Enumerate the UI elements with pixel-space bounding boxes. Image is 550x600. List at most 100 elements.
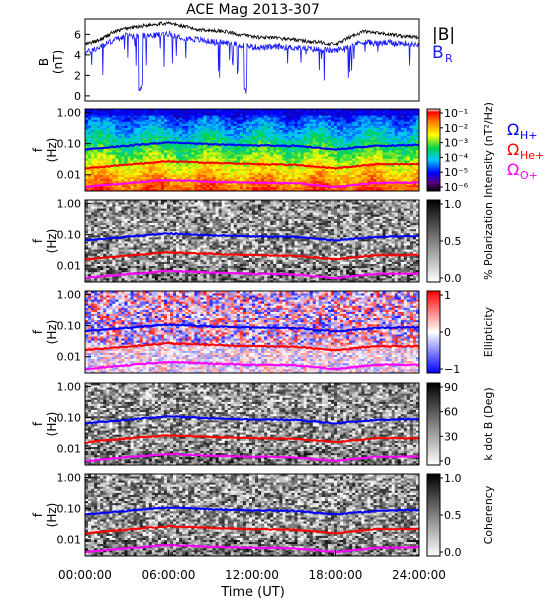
cbar-tick-label: 10⁻⁴ (444, 151, 469, 164)
freq-tick-label: 1.00 (57, 107, 82, 120)
x-tick-label: 12:00:00 (225, 568, 279, 582)
cbar-label-polarization: % Polarization (482, 202, 495, 280)
freq-tick-label: 0.10 (57, 412, 82, 425)
cbar-label-coherency: Coherency (482, 485, 495, 544)
gyro-line-2 (84, 452, 420, 463)
b-ytick-label: 6 (74, 28, 81, 41)
freq-tick-label: 1.00 (57, 289, 82, 302)
cbar-tick-label: 1 (444, 289, 451, 302)
freq-ylabel-f: f (31, 147, 45, 152)
gyro-line-1 (84, 524, 420, 535)
series-b-total (84, 20, 420, 47)
panel-coherency: 1.00 0.10 0.01 f (Hz) 1.0 0.5 0.0 Coherency (31, 472, 495, 559)
cbar-tick-label: 1.0 (444, 472, 462, 485)
b-ylabel-b: B (37, 58, 51, 66)
spectrogram-ellipticity (85, 291, 420, 374)
freq-tick-label: 0.01 (57, 169, 82, 182)
freq-ylabel-f: f (31, 238, 45, 243)
gyro-line-0 (84, 505, 420, 516)
freq-tick-label: 0.01 (57, 351, 82, 364)
cbar-tick-label: 0.5 (444, 235, 462, 248)
colorbar-kdotb (426, 382, 441, 466)
colorbar-ellipticity (426, 290, 441, 374)
gyro-legend-symbol: Ω (507, 140, 519, 159)
x-tick-label: 24:00:00 (392, 568, 446, 582)
panel-frame (84, 199, 420, 283)
cbar-tick-label: 0.5 (444, 509, 462, 522)
series-b-r (84, 30, 420, 94)
panel-frame (84, 290, 420, 374)
cbar-tick-label: 10⁻¹ (444, 107, 468, 120)
gyro-line-2 (84, 543, 420, 554)
cbar-tick-label: −1 (444, 363, 460, 376)
gyro-line-2 (84, 178, 420, 189)
freq-tick-label: 0.10 (57, 229, 82, 242)
x-tick-label: 00:00:00 (58, 568, 112, 582)
spectrogram-coherency (85, 474, 420, 557)
panel-frame (84, 382, 420, 466)
freq-tick-label: 0.10 (57, 138, 82, 151)
freq-ylabel-unit: (Hz) (45, 320, 59, 345)
freq-tick-label: 1.00 (57, 198, 82, 211)
cbar-tick-label: 10⁻⁵ (444, 166, 468, 179)
cbar-tick-label: 0.0 (444, 546, 462, 559)
cbar-tick-label: 1.0 (444, 198, 462, 211)
freq-ylabel-f: f (31, 421, 45, 426)
freq-ylabel-unit: (Hz) (45, 503, 59, 528)
gyro-line-0 (84, 415, 420, 425)
gyro-line-1 (84, 434, 420, 444)
b-ytick-label: 2 (74, 69, 81, 82)
x-axis-label: Time (UT) (220, 585, 285, 600)
colorbar-coherency (426, 473, 441, 557)
freq-tick-label: 1.00 (57, 472, 82, 485)
legend-b-r: B R (432, 43, 453, 65)
colorbar-intensity (426, 108, 441, 192)
freq-tick-label: 0.01 (57, 260, 82, 273)
b-panel-frame (84, 18, 420, 102)
freq-tick-label: 0.10 (57, 503, 82, 516)
cbar-tick-label: 10⁻⁶ (444, 181, 469, 194)
cbar-tick-label: 10⁻² (444, 122, 468, 135)
b-ytick-label: 0 (74, 90, 81, 103)
freq-tick-label: 0.01 (57, 443, 82, 456)
legend-b-total: |B| (432, 25, 455, 45)
cbar-label-ellipticity: Ellipticity (482, 306, 495, 357)
freq-ylabel-unit: (Hz) (45, 229, 59, 254)
gyro-line-1 (84, 341, 420, 352)
cbar-tick-label: 30 (444, 430, 458, 443)
b-ylabel-unit: (nT) (51, 50, 65, 74)
x-tick-label: 18:00:00 (309, 568, 363, 582)
gyro-line-1 (84, 159, 420, 171)
spectrogram-kdotb (85, 383, 420, 466)
cbar-label-kdotb: k dot B (Deg) (482, 387, 495, 460)
cbar-tick-label: 0 (444, 326, 451, 339)
gyro-legend-sub: He+ (520, 149, 544, 162)
gyro-legend-symbol: Ω (507, 160, 519, 179)
svg-text:B: B (432, 43, 444, 63)
figure-title: ACE Mag 2013-307 (186, 2, 320, 18)
gyro-line-2 (84, 269, 420, 280)
freq-tick-label: 0.10 (57, 320, 82, 333)
x-axis: 00:00:00 06:00:00 12:00:00 18:00:00 24:00:00 (58, 550, 446, 582)
gyro-legend: Ω H+Ω He+Ω O+ (507, 120, 544, 182)
panel-frame (84, 108, 420, 192)
svg-text:R: R (445, 52, 453, 65)
cbar-tick-label: 0 (444, 455, 451, 468)
panel-intensity: 1.00 0.10 0.01 f (Hz) 10⁻¹ 10⁻² 10⁻³10⁻⁴ 10⁻⁵ 10⁻… (31, 102, 495, 198)
panel-kdotb: 1.00 0.10 0.01 f (Hz) 90 60 30 0 k dot B (Deg) (31, 381, 495, 468)
cbar-label-intensity: Intensity (nT²/Hz) (482, 102, 495, 198)
gyro-legend-sub: H+ (520, 129, 538, 142)
freq-ylabel-f: f (31, 512, 45, 517)
freq-tick-label: 0.01 (57, 534, 82, 547)
panel-ellipticity: 1.00 0.10 0.01 f (Hz) 1 0 −1 Ellipticity (31, 289, 495, 376)
cbar-tick-label: 10⁻³ (444, 137, 468, 150)
spectrogram-polarization (85, 200, 420, 283)
cbar-tick-label: 0.0 (444, 272, 462, 285)
colorbar-polarization (426, 199, 441, 283)
gyro-line-0 (84, 323, 420, 333)
gyro-line-2 (84, 360, 420, 371)
gyro-legend-sub: O+ (520, 169, 538, 182)
freq-tick-label: 1.00 (57, 381, 82, 394)
gyro-line-0 (84, 141, 420, 151)
